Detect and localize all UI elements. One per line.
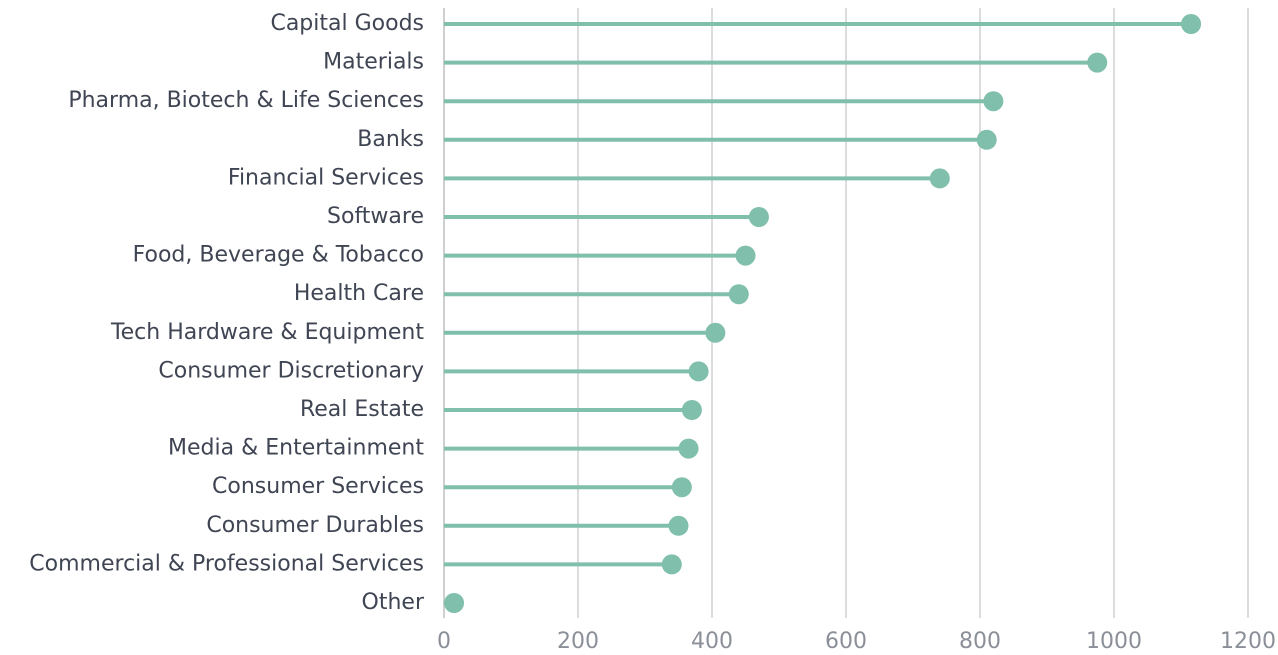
x-tick-label: 600 — [825, 629, 867, 654]
category-label: Software — [327, 204, 424, 229]
lollipop-dot — [688, 361, 709, 382]
lollipop-stems — [444, 22, 1192, 605]
category-label: Consumer Discretionary — [158, 358, 424, 383]
lollipop-dot — [661, 554, 682, 575]
lollipop-dot — [976, 129, 997, 150]
category-label: Real Estate — [300, 397, 424, 422]
category-label: Materials — [323, 50, 424, 75]
lollipop-dot — [668, 515, 689, 536]
lollipop-dot — [444, 593, 465, 613]
category-labels: Capital Goods Materials Pharma, Biotech & … — [29, 11, 425, 615]
lollipop-dot — [983, 91, 1004, 112]
category-label: Food, Beverage & Tobacco — [133, 243, 424, 268]
lollipop-dot — [748, 207, 769, 227]
category-label: Other — [362, 590, 425, 615]
x-tick-label: 400 — [691, 629, 733, 654]
category-label: Capital Goods — [270, 11, 424, 36]
lollipop-dot — [1181, 14, 1202, 34]
x-tick-label: 1200 — [1220, 629, 1276, 654]
lollipop-dot — [1087, 52, 1108, 73]
lollipop-dot — [681, 400, 702, 420]
lollipop-dot — [735, 245, 756, 266]
x-tick-label: 800 — [959, 629, 1001, 654]
x-tick-label: 1000 — [1086, 629, 1142, 654]
lollipop-dot — [678, 438, 699, 459]
category-label: Financial Services — [228, 165, 424, 190]
category-label: Consumer Services — [212, 474, 424, 499]
category-label: Banks — [357, 127, 424, 152]
category-label: Consumer Durables — [206, 513, 424, 538]
category-label: Pharma, Biotech & Life Sciences — [68, 88, 424, 113]
category-label: Media & Entertainment — [168, 436, 424, 461]
category-label: Health Care — [294, 281, 424, 306]
x-tick-label: 200 — [557, 629, 599, 654]
lollipop-dot — [929, 168, 950, 189]
lollipop-dot — [728, 284, 749, 305]
x-tick-label: 0 — [437, 629, 451, 654]
lollipop-dots — [444, 14, 1202, 613]
gridlines — [443, 8, 1249, 618]
lollipop-dot — [705, 322, 726, 343]
x-axis-tick-labels: 0 200 400 600 800 1000 1200 — [437, 629, 1276, 654]
category-label: Tech Hardware & Equipment — [110, 320, 424, 345]
lollipop-dot — [671, 477, 692, 498]
category-label: Commercial & Professional Services — [29, 551, 424, 576]
